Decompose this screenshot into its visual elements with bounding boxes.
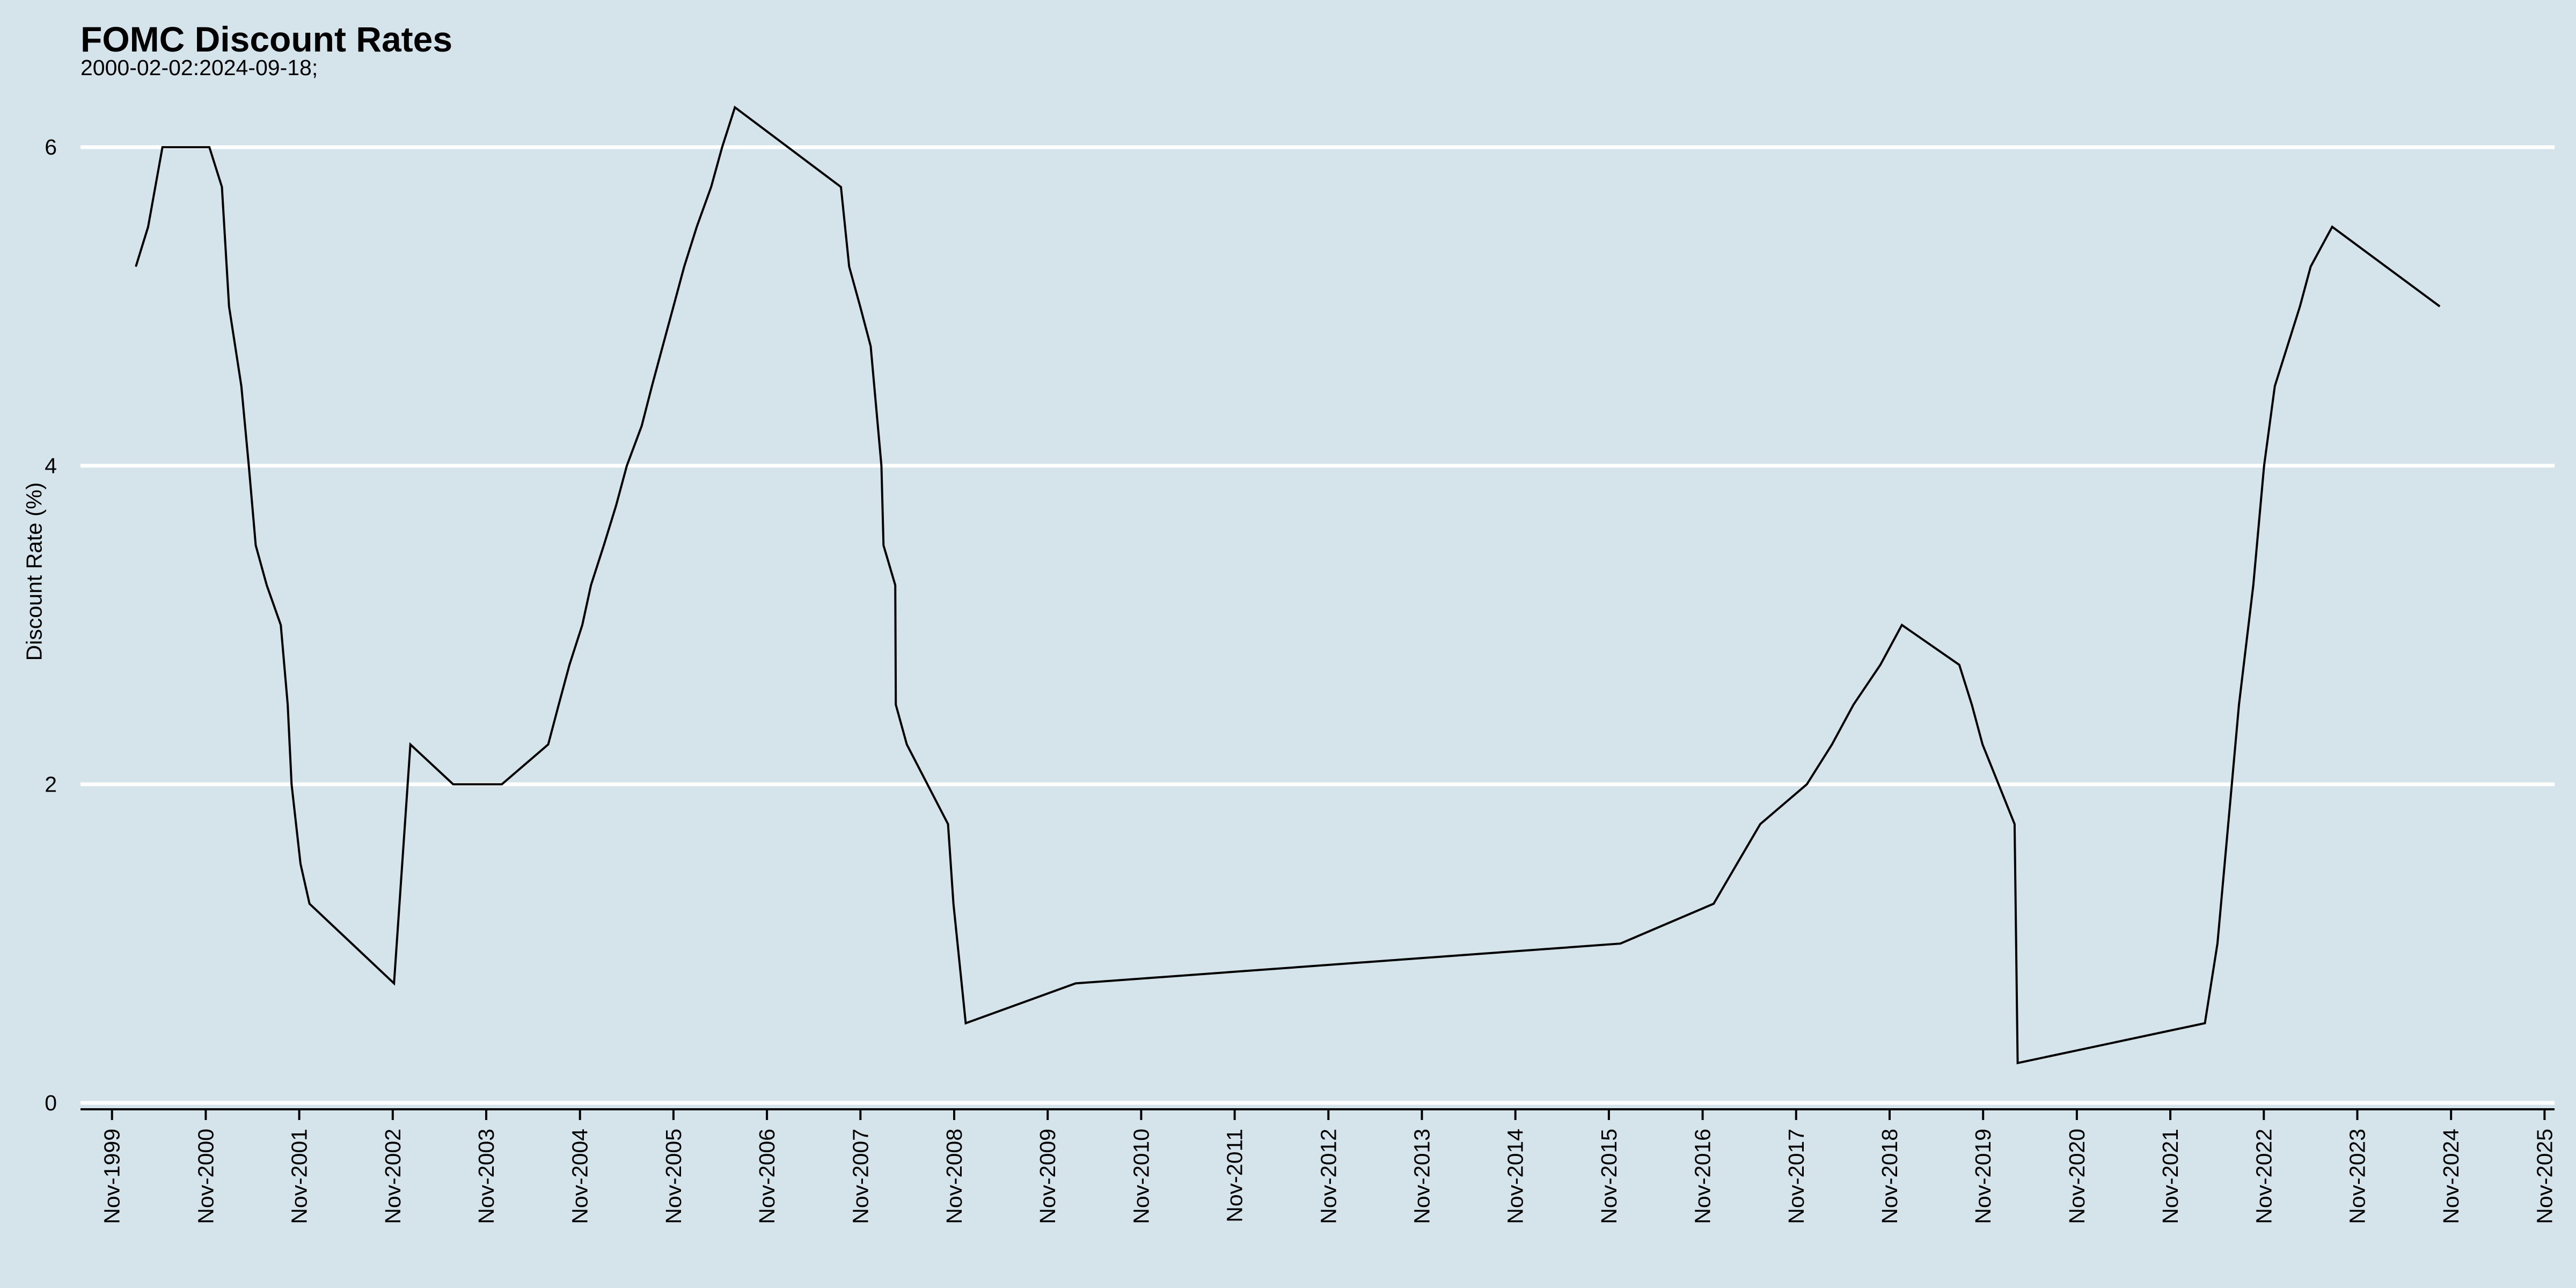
x-tick-label: Nov-2010 [1129, 1129, 1153, 1224]
x-tick-label: Nov-2017 [1784, 1129, 1809, 1224]
x-tick-label: Nov-2022 [2251, 1129, 2276, 1224]
x-tick-label: Nov-2005 [661, 1129, 686, 1224]
x-tick-label: Nov-2004 [568, 1129, 592, 1224]
x-tick-label: Nov-2021 [2158, 1129, 2183, 1224]
x-tick-label: Nov-2009 [1035, 1129, 1060, 1224]
x-tick-label: Nov-2001 [287, 1129, 312, 1224]
y-tick-label: 4 [45, 453, 57, 478]
y-tick-label: 6 [45, 135, 57, 159]
x-tick-label: Nov-1999 [100, 1129, 125, 1224]
x-tick-label: Nov-2015 [1597, 1129, 1621, 1224]
series-line [135, 105, 2441, 1065]
x-tick-label: Nov-2012 [1316, 1129, 1341, 1224]
x-tick-label: Nov-2011 [1223, 1129, 1247, 1223]
x-tick-label: Nov-2003 [474, 1129, 499, 1224]
chart-title: FOMC Discount Rates [80, 19, 453, 59]
x-tick-label: Nov-2014 [1503, 1129, 1528, 1224]
x-tick-label: Nov-2002 [380, 1129, 405, 1224]
x-tick-label: Nov-2018 [1877, 1129, 1902, 1224]
x-tick-label: Nov-2024 [2439, 1129, 2463, 1224]
x-tick-label: Nov-2019 [1971, 1129, 1995, 1224]
x-tick-label: Nov-2025 [2532, 1129, 2557, 1224]
x-tick-label: Nov-2023 [2345, 1129, 2369, 1224]
chart-subtitle: 2000-02-02:2024-09-18; [80, 55, 318, 80]
x-tick-label: Nov-2007 [848, 1129, 873, 1224]
x-tick-label: Nov-2020 [2065, 1129, 2089, 1224]
x-tick-label: Nov-2000 [193, 1129, 218, 1224]
x-tick-label: Nov-2013 [1409, 1129, 1434, 1224]
x-tick-label: Nov-2008 [942, 1129, 967, 1224]
x-tick-label: Nov-2016 [1690, 1129, 1715, 1224]
y-tick-label: 0 [45, 1091, 57, 1115]
x-tick-label: Nov-2006 [755, 1129, 779, 1224]
y-tick-label: 2 [45, 772, 57, 796]
y-axis-label: Discount Rate (%) [21, 482, 47, 661]
